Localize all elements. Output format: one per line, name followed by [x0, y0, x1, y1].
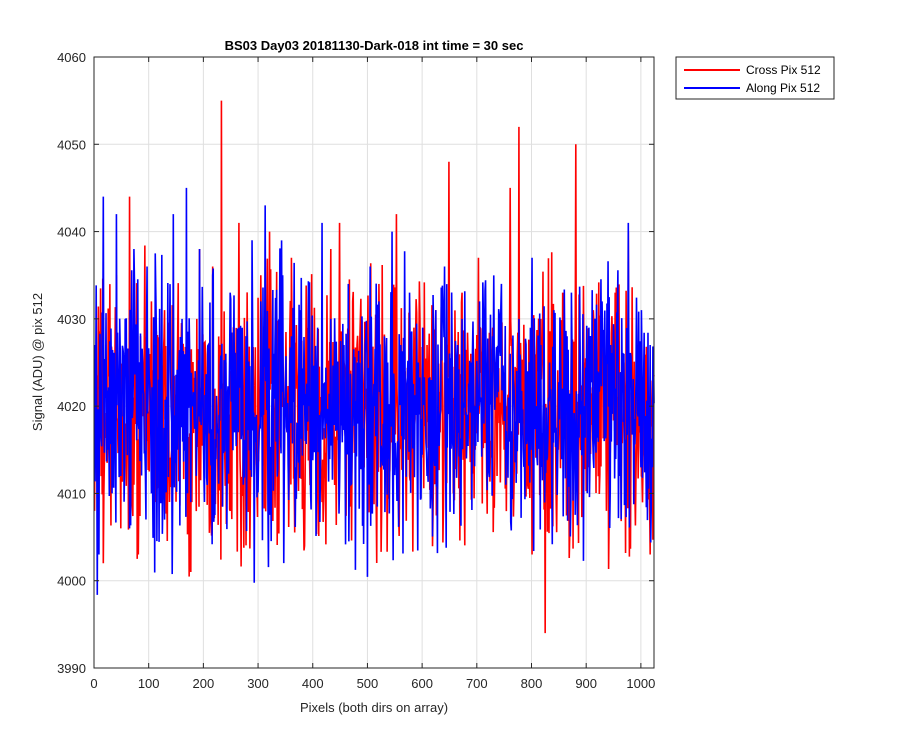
x-tick-label: 900 [575, 676, 597, 691]
x-tick-label: 0 [90, 676, 97, 691]
x-tick-label: 800 [521, 676, 543, 691]
x-tick-label: 200 [193, 676, 215, 691]
series-layer [93, 100, 655, 634]
x-axis-label: Pixels (both dirs on array) [300, 700, 448, 715]
y-tick-label: 3990 [57, 661, 86, 676]
y-axis-label: Signal (ADU) @ pix 512 [30, 293, 45, 431]
y-tick-label: 4060 [57, 50, 86, 65]
chart-title: BS03 Day03 20181130-Dark-018 int time = … [225, 38, 524, 53]
x-tick-label: 400 [302, 676, 324, 691]
y-tick-label: 4000 [57, 574, 86, 589]
legend-box [675, 56, 835, 100]
x-tick-label: 500 [357, 676, 379, 691]
x-tick-label: 700 [466, 676, 488, 691]
x-tick-label: 1000 [626, 676, 655, 691]
series-line-1 [93, 187, 655, 595]
x-tick-label: 100 [138, 676, 160, 691]
x-tick-label: 600 [411, 676, 433, 691]
y-tick-label: 4010 [57, 486, 86, 501]
axis-ticks: 0 100 200 300 400 500 600 700 800 900 1000 3990 4000… [57, 50, 655, 691]
y-tick-label: 4050 [57, 137, 86, 152]
y-tick-label: 4030 [57, 312, 86, 327]
y-tick-label: 4020 [57, 399, 86, 414]
plot-frame [93, 56, 655, 669]
x-tick-label: 300 [247, 676, 269, 691]
legend: Cross Pix 512 Along Pix 512 [675, 56, 835, 100]
y-tick-label: 4040 [57, 225, 86, 240]
legend-label-along: Along Pix 512 [746, 81, 820, 95]
legend-label-cross: Cross Pix 512 [746, 63, 821, 77]
